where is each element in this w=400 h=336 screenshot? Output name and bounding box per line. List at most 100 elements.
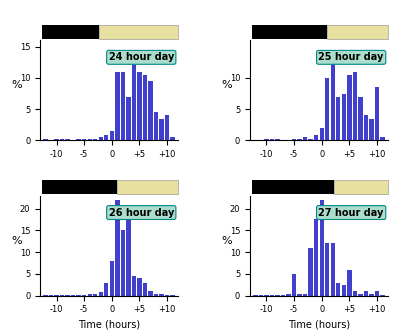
Bar <box>126 213 130 296</box>
Bar <box>347 269 352 296</box>
Bar <box>303 294 307 296</box>
Bar <box>115 200 120 296</box>
Bar <box>165 116 169 140</box>
Bar <box>137 278 142 296</box>
Y-axis label: %: % <box>12 80 22 90</box>
Bar <box>375 87 379 140</box>
Bar <box>98 137 103 140</box>
Bar <box>369 119 374 140</box>
Bar <box>148 81 153 140</box>
Bar <box>375 291 379 296</box>
Bar <box>165 295 169 296</box>
Bar <box>60 295 64 296</box>
X-axis label: Time (hours): Time (hours) <box>78 320 140 330</box>
Bar <box>330 244 335 296</box>
Bar <box>325 244 330 296</box>
Bar <box>104 135 108 140</box>
Bar <box>292 139 296 140</box>
Bar <box>308 248 313 296</box>
Bar <box>121 72 125 140</box>
Bar <box>358 294 362 296</box>
Bar <box>303 137 307 140</box>
Text: 24 hour day: 24 hour day <box>108 52 174 62</box>
Bar <box>275 295 280 296</box>
Bar <box>43 295 48 296</box>
Bar <box>342 93 346 140</box>
Text: 27 hour day: 27 hour day <box>318 208 384 217</box>
Bar <box>93 138 98 140</box>
Bar <box>314 219 318 296</box>
Bar <box>66 139 70 140</box>
Bar <box>148 291 153 296</box>
Bar <box>170 137 175 140</box>
Bar <box>353 72 357 140</box>
Y-axis label: %: % <box>12 236 22 246</box>
X-axis label: Time (hours): Time (hours) <box>288 320 350 330</box>
Bar <box>54 138 59 140</box>
Bar <box>154 112 158 140</box>
Bar <box>98 292 103 296</box>
Bar <box>320 200 324 296</box>
Bar <box>259 295 263 296</box>
Bar <box>320 128 324 140</box>
Bar <box>115 72 120 140</box>
Bar <box>60 139 64 140</box>
Bar <box>286 294 291 296</box>
Bar <box>253 295 258 296</box>
Bar <box>126 97 130 140</box>
Bar <box>380 137 385 140</box>
Bar <box>270 295 274 296</box>
Y-axis label: %: % <box>222 236 232 246</box>
Text: 26 hour day: 26 hour day <box>108 208 174 217</box>
Bar <box>336 97 340 140</box>
Bar <box>76 295 81 296</box>
Bar <box>159 119 164 140</box>
Bar <box>121 230 125 296</box>
Bar <box>298 294 302 296</box>
Bar <box>110 131 114 140</box>
Bar <box>358 97 362 140</box>
Bar <box>275 139 280 140</box>
Bar <box>264 139 269 140</box>
Bar <box>93 294 98 296</box>
Bar <box>132 276 136 296</box>
Bar <box>314 135 318 140</box>
Bar <box>270 139 274 140</box>
Bar <box>298 138 302 140</box>
Bar <box>54 295 59 296</box>
Bar <box>364 291 368 296</box>
Bar <box>342 285 346 296</box>
Bar <box>143 283 147 296</box>
Bar <box>369 294 374 296</box>
Bar <box>336 283 340 296</box>
Bar <box>88 138 92 140</box>
Bar <box>82 138 86 140</box>
Y-axis label: %: % <box>222 80 232 90</box>
Bar <box>330 62 335 140</box>
Bar <box>71 295 75 296</box>
Bar <box>353 291 357 296</box>
Bar <box>110 261 114 296</box>
Bar <box>292 274 296 296</box>
Bar <box>132 50 136 140</box>
Bar <box>76 139 81 140</box>
Bar <box>143 75 147 140</box>
Bar <box>137 72 142 140</box>
Bar <box>82 295 86 296</box>
Bar <box>308 138 313 140</box>
Bar <box>170 295 175 296</box>
Bar <box>66 295 70 296</box>
Bar <box>43 139 48 140</box>
Bar <box>281 295 285 296</box>
Bar <box>264 295 269 296</box>
Bar <box>49 295 53 296</box>
Bar <box>380 295 385 296</box>
Bar <box>159 294 164 296</box>
Bar <box>325 78 330 140</box>
Text: 25 hour day: 25 hour day <box>318 52 384 62</box>
Bar <box>364 116 368 140</box>
Bar <box>88 294 92 296</box>
Bar <box>104 283 108 296</box>
Bar <box>154 294 158 296</box>
Bar <box>347 75 352 140</box>
